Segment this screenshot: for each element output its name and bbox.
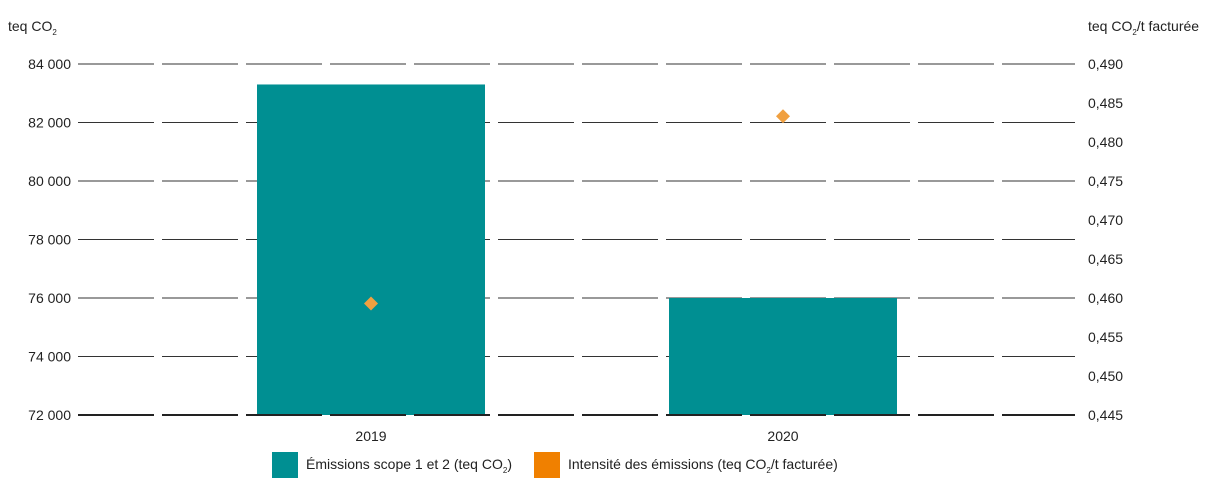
legend-swatch-bars	[272, 452, 298, 478]
legend-item-intensity: Intensité des émissions (teq CO2/t factu…	[534, 452, 838, 478]
bar-2019	[257, 84, 485, 415]
right-tick-label: 0,455	[1088, 329, 1123, 345]
legend-label-intensity: Intensité des émissions (teq CO2/t factu…	[568, 455, 838, 475]
legend: Émissions scope 1 et 2 (teq CO2) Intensi…	[272, 452, 860, 478]
right-tick-label: 0,485	[1088, 95, 1123, 111]
points	[364, 109, 790, 311]
right-tick-labels: 0,445 0,450 0,455 0,460 0,465 0,470 0,475 0,480…	[1088, 56, 1123, 423]
right-tick-label: 0,445	[1088, 407, 1123, 423]
right-tick-label: 0,480	[1088, 134, 1123, 150]
left-tick-label: 74 000	[28, 349, 71, 365]
legend-item-emissions: Émissions scope 1 et 2 (teq CO2)	[272, 452, 512, 478]
point-2019	[364, 296, 378, 311]
right-tick-label: 0,465	[1088, 251, 1123, 267]
gridlines	[78, 63, 1075, 416]
left-tick-label: 82 000	[28, 115, 71, 131]
right-axis-title: teq CO2/t facturée	[1088, 18, 1200, 37]
x-tick-labels: 2019 2020	[355, 428, 798, 444]
left-tick-label: 72 000	[28, 407, 71, 423]
bar-2020	[669, 298, 897, 415]
right-tick-label: 0,490	[1088, 56, 1123, 72]
left-tick-label: 78 000	[28, 232, 71, 248]
legend-label-emissions: Émissions scope 1 et 2 (teq CO2)	[306, 455, 512, 475]
left-tick-label: 76 000	[28, 290, 71, 306]
right-tick-label: 0,450	[1088, 368, 1123, 384]
right-tick-label: 0,475	[1088, 173, 1123, 189]
left-tick-label: 80 000	[28, 173, 71, 189]
bars	[257, 84, 897, 415]
right-tick-label: 0,460	[1088, 290, 1123, 306]
point-2020	[776, 109, 790, 124]
legend-swatch-points	[534, 452, 560, 478]
right-tick-label: 0,470	[1088, 212, 1123, 228]
left-axis-title: teq CO2	[8, 18, 57, 37]
left-tick-labels: 72 000 74 000 76 000 78 000 80 000 82 000 84 0…	[28, 56, 71, 423]
left-tick-label: 84 000	[28, 56, 71, 72]
x-tick-label: 2020	[767, 428, 798, 444]
x-tick-label: 2019	[355, 428, 386, 444]
